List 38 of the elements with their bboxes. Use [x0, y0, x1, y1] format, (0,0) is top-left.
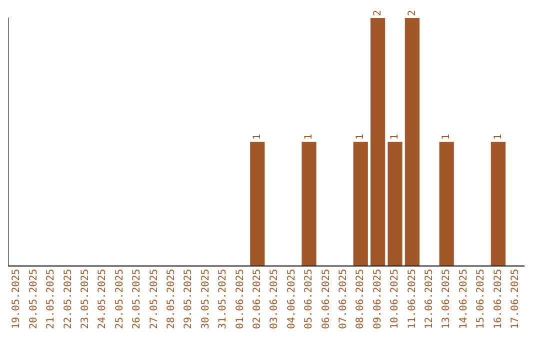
x-tick-label: 06.06.2025: [320, 268, 332, 330]
x-tick-label: 11.06.2025: [406, 268, 418, 330]
x-tick-label: 19.05.2025: [11, 268, 22, 330]
x-tick-label: 05.06.2025: [304, 268, 315, 330]
x-tick-label: 09.06.2025: [372, 268, 384, 330]
x-tick-label: 22.05.2025: [62, 268, 74, 330]
x-tick-label: 27.05.2025: [148, 268, 160, 330]
x-tick-label: 12.06.2025: [424, 268, 435, 330]
x-tick-label: 13.06.2025: [441, 268, 452, 330]
x-tick-label: 24.05.2025: [97, 268, 108, 330]
x-tick-label: 07.06.2025: [338, 268, 349, 330]
x-tick-label: 21.05.2025: [46, 268, 57, 330]
data-label: 1: [441, 134, 452, 140]
x-tick-label: 26.05.2025: [132, 268, 143, 330]
x-tick-label: 23.05.2025: [80, 268, 91, 330]
data-label: 1: [390, 134, 401, 140]
x-tick-label: 30.05.2025: [200, 268, 212, 330]
data-label: 1: [304, 134, 315, 140]
x-tick-label: 25.05.2025: [114, 268, 126, 330]
x-tick-label: 02.06.2025: [252, 268, 263, 330]
data-label: 1: [492, 134, 504, 140]
data-label: 2: [406, 10, 418, 16]
x-tick-label: 16.06.2025: [492, 268, 504, 330]
data-label: 1: [252, 134, 263, 140]
x-tick-label: 03.06.2025: [269, 268, 280, 330]
x-tick-label: 15.06.2025: [476, 268, 487, 330]
data-label: 2: [372, 10, 384, 16]
x-tick-label: 20.05.2025: [28, 268, 40, 330]
x-tick-label: 17.06.2025: [510, 268, 521, 330]
x-tick-label: 10.06.2025: [390, 268, 401, 330]
x-tick-label: 14.06.2025: [458, 268, 470, 330]
x-tick-label: 29.05.2025: [183, 268, 194, 330]
x-tick-label: 31.05.2025: [218, 268, 229, 330]
x-tick-label: 08.06.2025: [355, 268, 366, 330]
data-label: 1: [355, 134, 366, 140]
x-tick-label: 04.06.2025: [286, 268, 298, 330]
x-tick-label: 01.06.2025: [234, 268, 246, 330]
x-tick-label: 28.05.2025: [166, 268, 177, 330]
